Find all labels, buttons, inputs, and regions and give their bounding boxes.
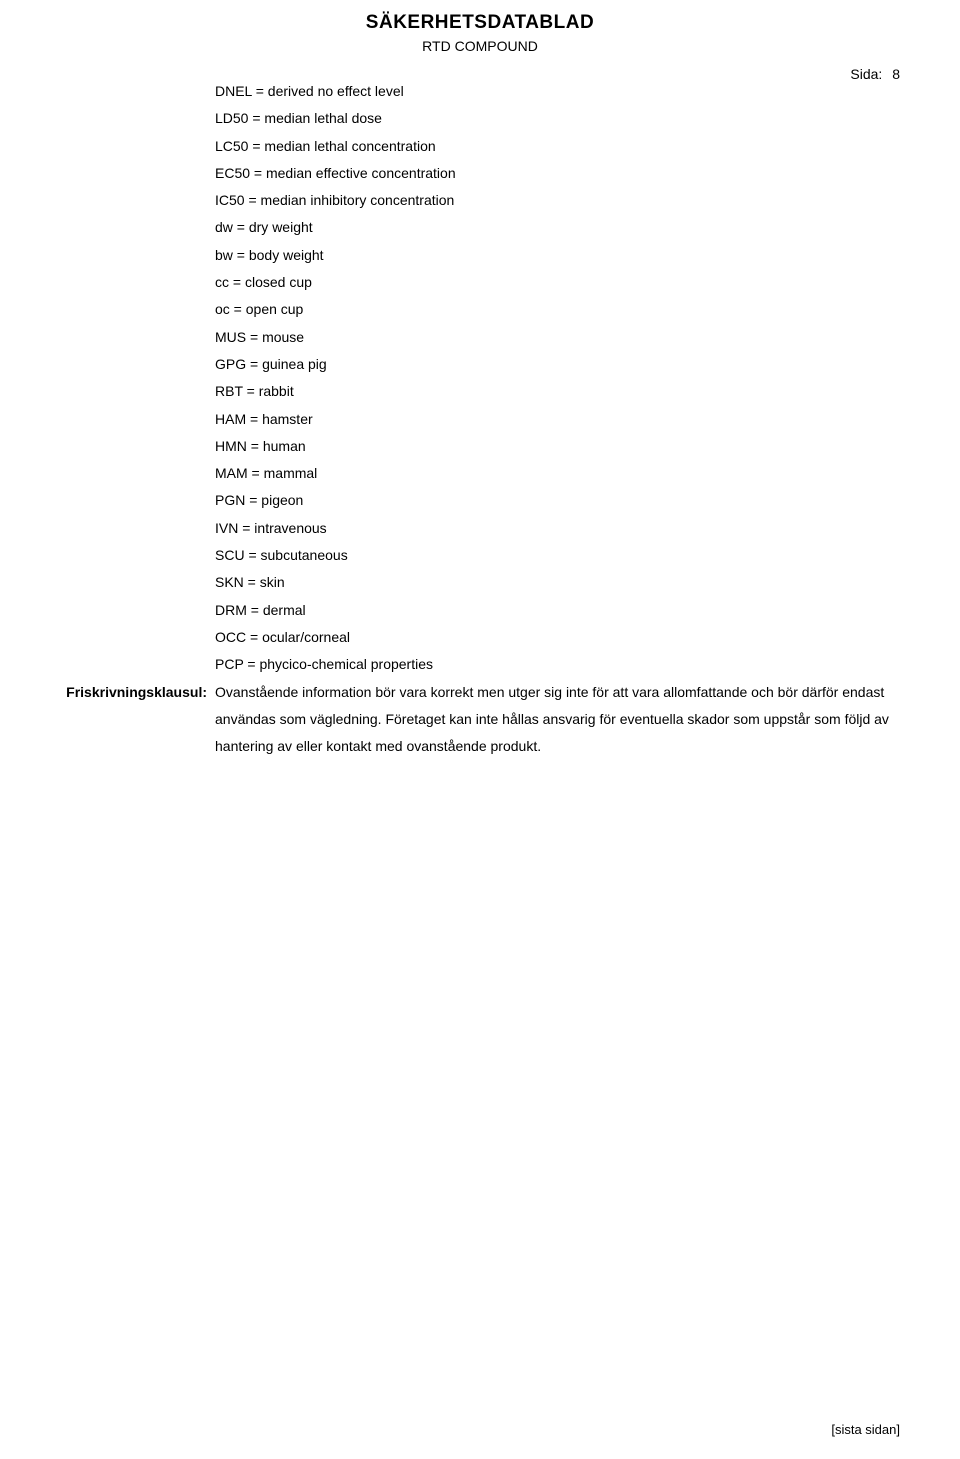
definition-line: SCU = subcutaneous (215, 542, 900, 569)
document-header: SÄKERHETSDATABLAD RTD COMPOUND (60, 12, 900, 54)
definition-line: PCP = phycico-chemical properties (215, 651, 900, 678)
content-area: DNEL = derived no effect level LD50 = me… (60, 78, 900, 760)
definition-line: LD50 = median lethal dose (215, 105, 900, 132)
page-number-value: 8 (892, 66, 900, 82)
definition-line: DRM = dermal (215, 597, 900, 624)
definition-line: MAM = mammal (215, 460, 900, 487)
disclaimer-section: Friskrivningsklausul: Ovanstående inform… (60, 679, 900, 761)
disclaimer-body: Ovanstående information bör vara korrekt… (215, 679, 900, 761)
footer-text: [sista sidan] (831, 1422, 900, 1437)
definition-line: EC50 = median effective concentration (215, 160, 900, 187)
document-subtitle: RTD COMPOUND (60, 38, 900, 54)
definition-line: oc = open cup (215, 296, 900, 323)
definition-line: cc = closed cup (215, 269, 900, 296)
definition-line: HMN = human (215, 433, 900, 460)
definition-line: SKN = skin (215, 569, 900, 596)
definition-line: IVN = intravenous (215, 515, 900, 542)
definition-line: OCC = ocular/corneal (215, 624, 900, 651)
definition-line: bw = body weight (215, 242, 900, 269)
definition-line: HAM = hamster (215, 406, 900, 433)
definition-line: GPG = guinea pig (215, 351, 900, 378)
page-number-label: Sida: (850, 66, 882, 82)
document-title: SÄKERHETSDATABLAD (60, 12, 900, 34)
definition-line: RBT = rabbit (215, 378, 900, 405)
definition-line: dw = dry weight (215, 214, 900, 241)
definition-line: DNEL = derived no effect level (215, 78, 900, 105)
definition-line: MUS = mouse (215, 324, 900, 351)
definition-line: IC50 = median inhibitory concentration (215, 187, 900, 214)
definitions-list: DNEL = derived no effect level LD50 = me… (215, 78, 900, 679)
disclaimer-label: Friskrivningsklausul: (60, 679, 215, 761)
page-number: Sida: 8 (850, 66, 900, 82)
definition-line: LC50 = median lethal concentration (215, 133, 900, 160)
page-container: SÄKERHETSDATABLAD RTD COMPOUND Sida: 8 D… (0, 0, 960, 1459)
definition-line: PGN = pigeon (215, 487, 900, 514)
